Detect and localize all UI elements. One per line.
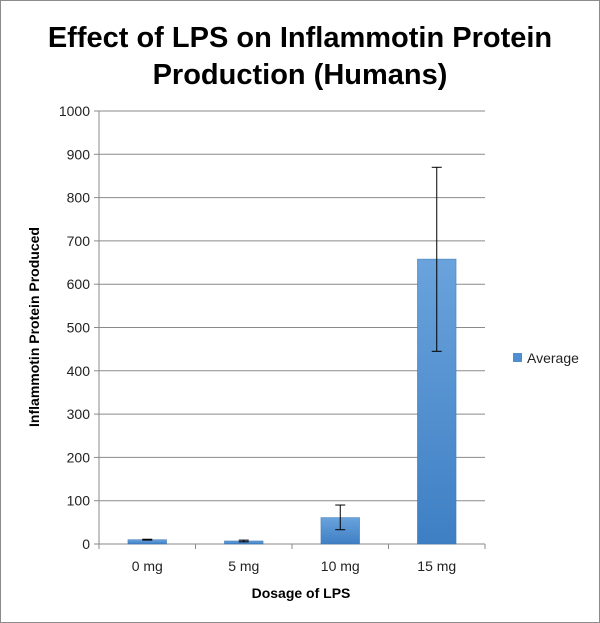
legend-swatch-average xyxy=(513,353,522,362)
x-tick-label: 5 mg xyxy=(228,558,259,574)
legend: Average xyxy=(513,350,579,366)
y-tick-label: 300 xyxy=(67,406,91,422)
x-tick-label: 15 mg xyxy=(417,558,456,574)
y-tick-label: 900 xyxy=(67,146,91,162)
x-tick-label: 0 mg xyxy=(132,558,163,574)
tick-labels: 0 100 200 300 400 500 600 700 800 900 1000 0 mg 5 mg… xyxy=(59,103,456,574)
bars xyxy=(127,166,457,545)
y-axis-title: Inflammotin Protein Produced xyxy=(26,227,42,427)
chart-title-line-2: Production (Humans) xyxy=(153,59,448,91)
gridlines xyxy=(99,110,485,502)
y-tick-label: 0 xyxy=(82,536,90,552)
x-tick-label: 10 mg xyxy=(321,558,360,574)
y-tick-label: 200 xyxy=(67,449,91,465)
legend-label-average: Average xyxy=(527,350,579,366)
y-tick-label: 700 xyxy=(67,233,91,249)
y-tick-label: 800 xyxy=(67,190,91,206)
chart-title-line-1: Effect of LPS on Inflammotin Protein xyxy=(48,22,552,54)
y-tick-label: 100 xyxy=(67,493,91,509)
y-tick-label: 1000 xyxy=(59,103,90,119)
bar-10mg xyxy=(320,517,360,545)
x-axis-title: Dosage of LPS xyxy=(252,585,351,601)
y-tick-label: 600 xyxy=(67,276,91,292)
y-tick-label: 400 xyxy=(67,363,91,379)
y-tick-label: 500 xyxy=(67,320,91,336)
